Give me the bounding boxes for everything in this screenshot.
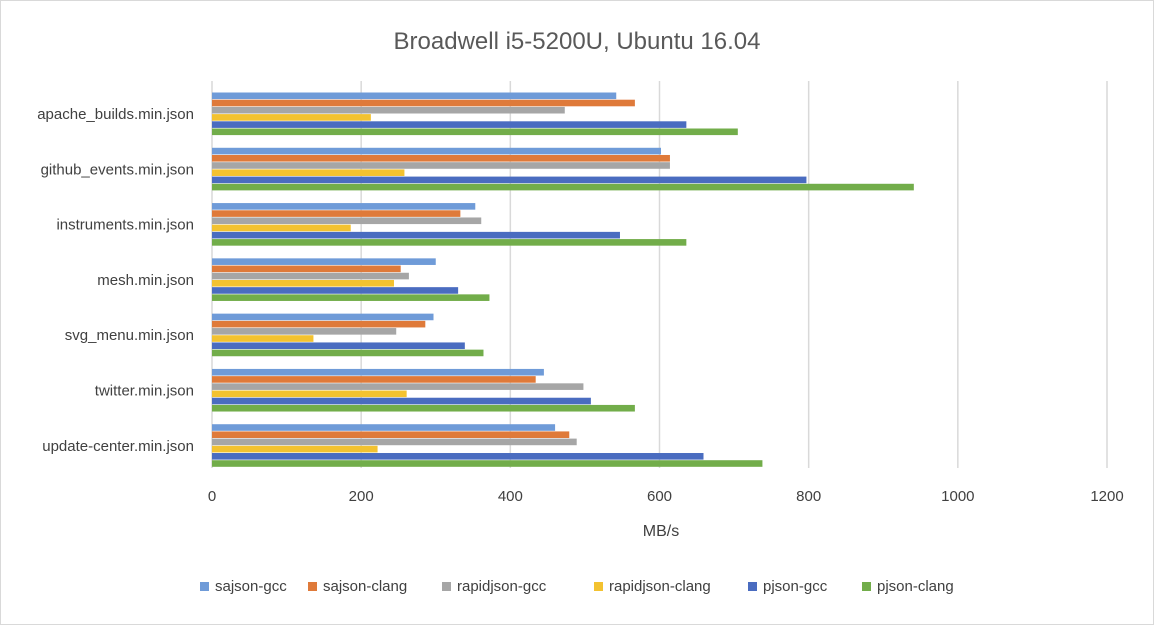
bar-pjson-gcc-github_events.min.json	[212, 176, 807, 184]
legend-label-rapidjson-gcc: rapidjson-gcc	[457, 578, 547, 595]
bar-sajson-gcc-update-center.min.json	[212, 424, 556, 431]
bar-pjson-clang-mesh.min.json	[212, 294, 490, 301]
bar-rapidjson-clang-mesh.min.json	[212, 279, 394, 287]
legend-label-rapidjson-clang: rapidjson-clang	[609, 578, 711, 595]
x-tick-label: 1200	[1090, 488, 1123, 505]
bar-sajson-gcc-svg_menu.min.json	[212, 313, 434, 321]
chart-title: Broadwell i5-5200U, Ubuntu 16.04	[394, 28, 761, 55]
bar-rapidjson-gcc-apache_builds.min.json	[212, 106, 565, 114]
bar-rapidjson-clang-update-center.min.json	[212, 445, 378, 453]
bar-rapidjson-clang-instruments.min.json	[212, 224, 351, 232]
x-tick-label: 200	[349, 488, 374, 505]
bar-rapidjson-clang-apache_builds.min.json	[212, 114, 371, 121]
legend-label-sajson-gcc: sajson-gcc	[215, 578, 287, 595]
bar-sajson-gcc-github_events.min.json	[212, 147, 661, 155]
category-label: github_events.min.json	[41, 161, 194, 178]
bar-sajson-clang-update-center.min.json	[212, 431, 570, 439]
bar-rapidjson-clang-twitter.min.json	[212, 390, 407, 398]
bar-pjson-clang-update-center.min.json	[212, 460, 763, 467]
bar-sajson-clang-mesh.min.json	[212, 265, 401, 273]
bar-rapidjson-gcc-github_events.min.json	[212, 162, 670, 169]
category-label: twitter.min.json	[95, 383, 194, 400]
category-label: apache_builds.min.json	[37, 106, 194, 123]
legend-label-pjson-clang: pjson-clang	[877, 578, 954, 595]
bar-pjson-clang-github_events.min.json	[212, 183, 914, 191]
bar-pjson-gcc-apache_builds.min.json	[212, 121, 687, 128]
legend-label-pjson-gcc: pjson-gcc	[763, 578, 828, 595]
bar-pjson-gcc-mesh.min.json	[212, 287, 459, 294]
bar-rapidjson-gcc-instruments.min.json	[212, 217, 482, 225]
bar-rapidjson-gcc-svg_menu.min.json	[212, 328, 397, 335]
bar-sajson-clang-github_events.min.json	[212, 154, 670, 162]
bar-pjson-gcc-update-center.min.json	[212, 453, 704, 460]
legend-label-sajson-clang: sajson-clang	[323, 578, 407, 595]
bar-pjson-gcc-twitter.min.json	[212, 397, 591, 405]
bar-sajson-clang-instruments.min.json	[212, 210, 461, 217]
bar-rapidjson-clang-svg_menu.min.json	[212, 335, 314, 342]
legend-swatch-sajson-gcc	[200, 582, 209, 591]
x-tick-label: 600	[647, 488, 672, 505]
bar-rapidjson-clang-github_events.min.json	[212, 169, 405, 176]
legend-swatch-sajson-clang	[308, 582, 317, 591]
bar-sajson-clang-svg_menu.min.json	[212, 320, 426, 328]
bar-pjson-clang-twitter.min.json	[212, 404, 635, 412]
bar-sajson-gcc-twitter.min.json	[212, 368, 544, 376]
legend-swatch-rapidjson-gcc	[442, 582, 451, 591]
bar-sajson-clang-twitter.min.json	[212, 376, 536, 383]
bar-sajson-gcc-instruments.min.json	[212, 203, 476, 210]
bar-rapidjson-gcc-mesh.min.json	[212, 272, 409, 280]
bar-pjson-gcc-instruments.min.json	[212, 231, 620, 239]
legend-swatch-pjson-clang	[862, 582, 871, 591]
x-tick-label: 0	[208, 488, 216, 505]
bar-pjson-clang-instruments.min.json	[212, 239, 687, 246]
bar-sajson-clang-apache_builds.min.json	[212, 99, 635, 107]
category-label: svg_menu.min.json	[65, 327, 194, 344]
x-axis-title: MB/s	[643, 523, 679, 540]
legend-swatch-pjson-gcc	[748, 582, 757, 591]
bar-rapidjson-gcc-twitter.min.json	[212, 383, 584, 390]
x-tick-label: 1000	[941, 488, 974, 505]
category-label: mesh.min.json	[97, 272, 194, 289]
legend-swatch-rapidjson-clang	[594, 582, 603, 591]
x-tick-label: 800	[796, 488, 821, 505]
bar-sajson-gcc-apache_builds.min.json	[212, 92, 617, 100]
bar-rapidjson-gcc-update-center.min.json	[212, 438, 577, 446]
category-label: update-center.min.json	[42, 438, 194, 455]
bar-pjson-gcc-svg_menu.min.json	[212, 342, 465, 350]
category-label: instruments.min.json	[56, 217, 194, 234]
bar-pjson-clang-apache_builds.min.json	[212, 128, 738, 136]
x-tick-label: 400	[498, 488, 523, 505]
bar-sajson-gcc-mesh.min.json	[212, 258, 436, 265]
bar-pjson-clang-svg_menu.min.json	[212, 349, 484, 357]
